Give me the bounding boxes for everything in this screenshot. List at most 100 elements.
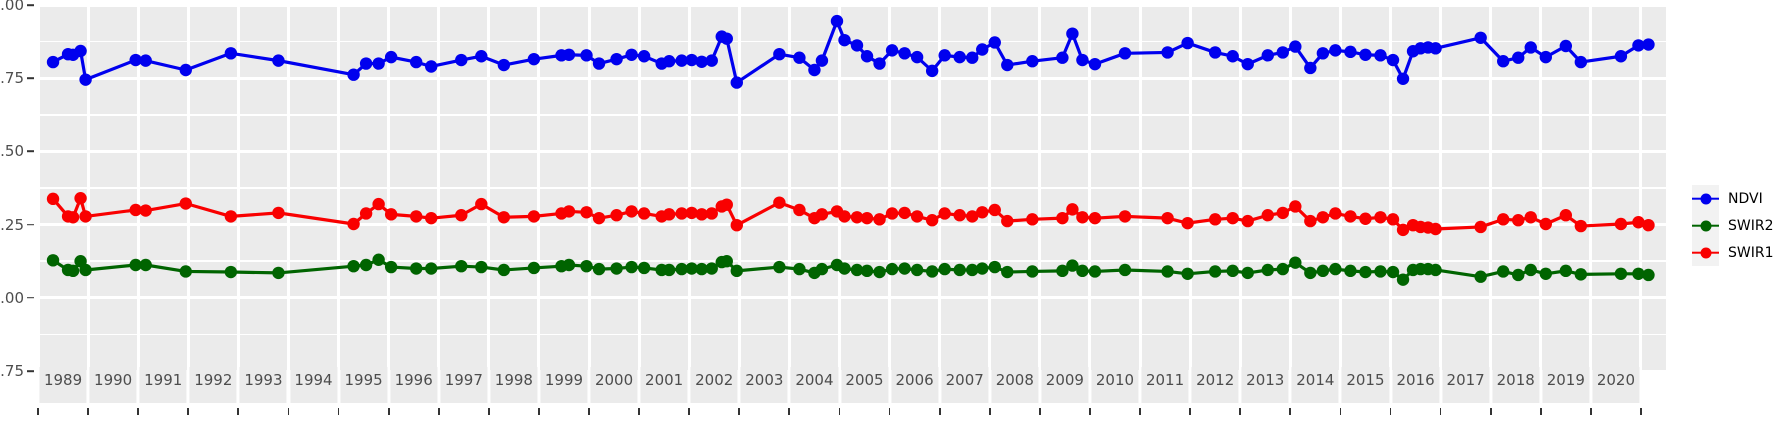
x-tick-mark xyxy=(938,408,941,415)
x-tick-label: 2002 xyxy=(695,371,734,389)
data-point xyxy=(139,54,152,67)
data-point xyxy=(79,263,92,277)
data-point xyxy=(1161,46,1174,59)
x-label-band xyxy=(1341,367,1389,403)
x-label-band xyxy=(891,367,939,403)
data-series-layer xyxy=(46,14,1655,286)
data-point xyxy=(860,211,874,225)
data-point xyxy=(1396,273,1410,286)
data-point xyxy=(1118,210,1132,223)
data-point xyxy=(662,263,676,277)
data-point xyxy=(592,57,606,70)
data-point xyxy=(1226,264,1239,278)
data-point xyxy=(272,206,285,220)
data-point xyxy=(410,262,423,275)
x-tick-mark xyxy=(187,408,190,415)
gridline-vertical xyxy=(1439,5,1443,371)
data-point xyxy=(592,211,606,225)
x-tick-label: 2007 xyxy=(945,371,984,389)
x-label-band xyxy=(1442,367,1490,403)
data-point xyxy=(625,260,638,274)
data-point xyxy=(885,44,899,57)
data-point xyxy=(1088,265,1102,278)
x-label-band xyxy=(139,367,187,403)
data-point xyxy=(705,54,718,67)
data-point xyxy=(773,47,786,61)
x-label-band xyxy=(390,367,438,403)
data-point xyxy=(1396,223,1410,237)
y-tick-mark xyxy=(27,297,34,299)
data-point xyxy=(580,259,593,273)
data-point xyxy=(384,208,398,221)
y-tick-mark xyxy=(27,77,34,79)
data-point xyxy=(1261,263,1274,277)
data-point xyxy=(1066,203,1079,216)
plot-panel xyxy=(38,5,1666,371)
data-point xyxy=(720,198,733,211)
data-point xyxy=(1276,262,1289,276)
legend-key-dot xyxy=(1700,193,1711,204)
x-label-band xyxy=(991,367,1039,403)
x-tick-mark xyxy=(37,408,39,415)
x-tick-mark xyxy=(988,408,991,415)
data-point xyxy=(610,209,623,222)
data-point xyxy=(372,197,385,211)
data-point xyxy=(685,262,698,275)
data-point xyxy=(898,206,911,220)
x-tick-label: 2011 xyxy=(1145,371,1185,389)
data-point xyxy=(1559,264,1573,278)
x-tick-mark xyxy=(387,408,390,415)
data-point xyxy=(1614,217,1628,231)
data-point xyxy=(347,68,360,81)
data-point xyxy=(129,203,142,217)
data-point xyxy=(1512,51,1525,64)
data-point xyxy=(720,32,733,45)
legend-item-swir2[interactable]: SWIR2 xyxy=(1692,212,1773,239)
data-point xyxy=(384,50,398,64)
data-point xyxy=(562,258,576,272)
data-point xyxy=(475,50,488,63)
x-label-band xyxy=(239,367,287,403)
data-point xyxy=(497,211,511,224)
gridline-vertical xyxy=(1388,5,1392,371)
legend-item-swir1[interactable]: SWIR1 xyxy=(1692,239,1773,266)
data-point xyxy=(1076,211,1089,224)
data-point xyxy=(976,43,989,56)
data-point xyxy=(1118,47,1132,60)
data-point xyxy=(410,210,423,223)
data-point xyxy=(695,262,708,276)
x-tick-mark xyxy=(287,408,290,415)
gridline-vertical xyxy=(737,5,741,371)
data-point xyxy=(1539,217,1552,231)
data-point xyxy=(1316,264,1330,278)
x-label-band xyxy=(1291,367,1339,403)
data-point xyxy=(662,208,676,221)
x-tick-label: 2014 xyxy=(1296,371,1335,389)
x-tick-mark xyxy=(788,408,791,415)
x-label-band xyxy=(1542,367,1590,403)
x-axis: 1989 1990 1991 1992 1993 1994 1995 1996 1997 1998… xyxy=(37,367,1666,442)
gridline-vertical xyxy=(286,5,290,371)
data-point xyxy=(527,210,541,223)
data-point xyxy=(1208,213,1222,226)
data-point xyxy=(1344,45,1357,59)
data-point xyxy=(1289,256,1302,269)
gridline-vertical xyxy=(86,5,90,371)
x-tick-mark xyxy=(1389,408,1392,415)
data-point xyxy=(272,54,285,67)
data-point xyxy=(953,209,966,222)
gridline-horizontal-minor xyxy=(38,333,1666,336)
data-point xyxy=(910,263,924,277)
data-point xyxy=(497,58,511,72)
gridline-horizontal-minor xyxy=(38,114,1666,116)
series-swir2 xyxy=(46,253,1655,286)
data-point xyxy=(695,55,708,68)
data-point xyxy=(910,210,924,223)
legend-label: SWIR2 xyxy=(1728,217,1773,234)
legend-item-ndvi[interactable]: NDVI xyxy=(1692,185,1773,212)
data-point xyxy=(988,36,1001,49)
gridline-vertical xyxy=(136,5,140,371)
data-point xyxy=(1497,55,1510,68)
data-point xyxy=(675,262,688,276)
